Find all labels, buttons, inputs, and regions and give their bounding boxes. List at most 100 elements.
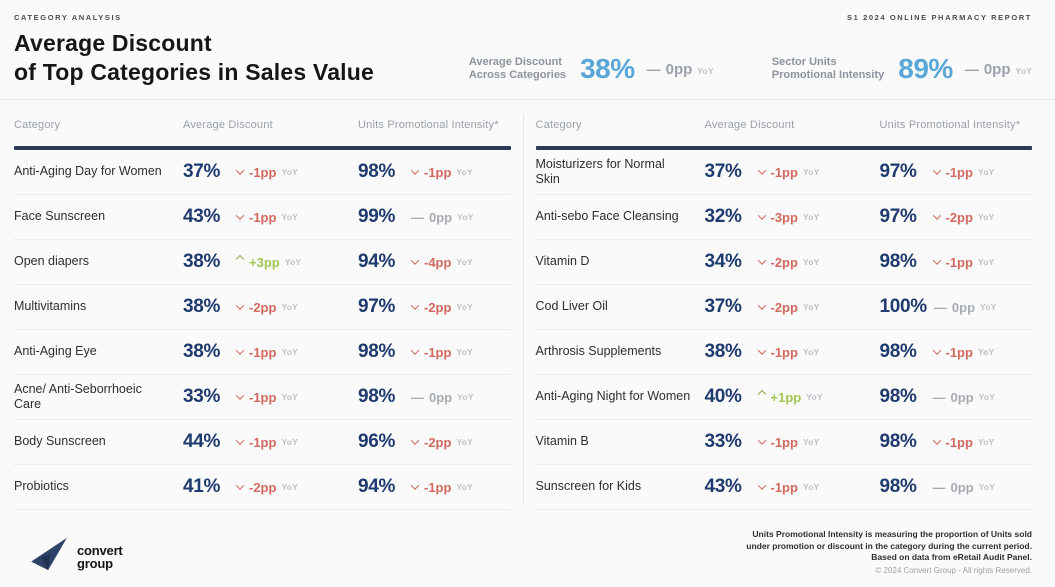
intensity-value: 98% <box>358 341 396 362</box>
category-cell: Face Sunscreen <box>14 209 106 224</box>
discount-value: 37% <box>183 161 221 182</box>
footnote-line: Based on data from eRetail Audit Panel. <box>871 552 1032 562</box>
delta-value: +3pp <box>249 254 280 270</box>
delta-badge: -1pp YoY <box>932 345 995 360</box>
table-row: Multivitamins 38% -2pp YoY 97% -2pp YoY <box>14 285 511 330</box>
delta-value: -1pp <box>249 389 277 405</box>
intensity-value: 98% <box>879 251 917 272</box>
category-cell: Anti-Aging Day for Women <box>14 164 162 179</box>
intensity-value: 98% <box>879 431 917 452</box>
yoy-label: YoY <box>281 212 298 222</box>
table-row: Open diapers 38% +3pp YoY 94% -4pp YoY <box>14 240 511 285</box>
intensity-cell: 96% -2pp YoY <box>358 431 511 453</box>
delta-badge: —0pp YoY <box>411 390 474 405</box>
kpi-average-discount: Average Discount Across Categories 38% —… <box>469 53 714 85</box>
yoy-label: YoY <box>977 347 995 357</box>
discount-value: 43% <box>704 476 742 497</box>
dash-icon: — <box>964 60 979 77</box>
delta-value: -1pp <box>770 164 798 180</box>
category-cell: Multivitamins <box>14 299 87 314</box>
table-row: Anti-Aging Night for Women 40% +1pp YoY 98… <box>535 375 1032 420</box>
delta-value: -1pp <box>424 164 452 180</box>
discount-value: 41% <box>183 476 221 497</box>
discount-cell: 43% -1pp YoY <box>705 476 880 498</box>
kpi-label-line2: Promotional Intensity <box>771 69 885 81</box>
discount-value: 37% <box>704 296 742 317</box>
delta-value: 0pp <box>951 299 976 315</box>
chevron-down-icon <box>410 256 420 265</box>
intensity-cell: 98% -1pp YoY <box>880 251 1033 273</box>
category-cell: Vitamin D <box>535 254 590 269</box>
table-header-row: Category Average Discount Units Promotio… <box>536 100 1033 146</box>
intensity-cell: 98% — 0pp YoY <box>358 386 511 408</box>
delta-badge: -2pp YoY <box>235 300 298 315</box>
report-footer: convert group Units Promotional Intensit… <box>0 521 1055 587</box>
intensity-value: 98% <box>358 386 396 407</box>
convert-group-logo: convert group <box>30 537 123 576</box>
chevron-down-icon <box>757 481 766 490</box>
yoy-label: YoY <box>802 167 820 177</box>
delta-value: 0pp <box>950 389 974 405</box>
delta-value: -2pp <box>945 209 973 225</box>
category-cell: Probiotics <box>14 479 69 494</box>
table-body: Anti-Aging Day for Women 37% -1pp YoY 98% -… <box>14 150 511 510</box>
chevron-down-icon <box>757 346 766 355</box>
yoy-label: YoY <box>456 167 473 177</box>
intensity-value: 98% <box>879 476 917 497</box>
logo-text-line2: group <box>77 555 113 571</box>
yoy-label: YoY <box>802 302 820 312</box>
delta-value: -4pp <box>424 254 452 270</box>
discount-cell: 41% -2pp YoY <box>183 476 358 498</box>
chevron-down-icon <box>235 166 245 175</box>
discount-value: 33% <box>183 386 221 407</box>
yoy-label: YoY <box>281 392 298 402</box>
col-header-intensity: Units Promotional Intensity* <box>358 119 499 131</box>
discount-cell: 37% -1pp YoY <box>183 161 358 183</box>
delta-badge: -2pp YoY <box>932 209 995 225</box>
discount-cell: 38% +3pp YoY <box>183 251 358 273</box>
intensity-value: 96% <box>358 431 396 452</box>
discount-cell: 43% -1pp YoY <box>183 206 358 228</box>
intensity-cell: 100% —0pp YoY <box>880 296 1033 318</box>
table-row: Face Sunscreen 43% -1pp YoY 99% — 0pp YoY <box>14 195 511 240</box>
kpi-label: Average Discount Across Categories <box>469 56 566 83</box>
chevron-down-icon <box>757 211 766 220</box>
kpi-value: 89% <box>898 53 953 84</box>
discount-cell: 37% -1pp YoY <box>705 161 880 183</box>
table-row: Vitamin D 34% -2pp YoY 98% -1pp YoY <box>535 240 1033 285</box>
intensity-value: 99% <box>358 206 396 227</box>
delta-badge: —0pp YoY <box>933 390 996 405</box>
table-row: Anti-Aging Day for Women 37% -1pp YoY 98% -… <box>14 150 511 195</box>
tables-divider <box>522 114 524 504</box>
chevron-up-icon <box>235 254 245 264</box>
yoy-label: YoY <box>802 212 820 222</box>
kpi-group: Average Discount Across Categories 38% —… <box>469 53 1032 99</box>
chevron-down-icon <box>410 166 420 175</box>
category-cell: Open diapers <box>14 254 90 269</box>
intensity-value: 94% <box>358 251 396 272</box>
chevron-down-icon <box>757 256 766 265</box>
dash-icon: — <box>646 60 661 77</box>
dash-icon: — <box>933 299 947 315</box>
discount-value: 44% <box>183 431 221 452</box>
discount-value: 34% <box>704 251 742 272</box>
intensity-value: 100% <box>879 296 928 317</box>
discount-cell: 38% -2pp YoY <box>183 296 358 318</box>
chevron-down-icon <box>932 436 941 445</box>
intensity-value: 97% <box>879 206 917 227</box>
intensity-value: 98% <box>879 386 917 407</box>
discount-cell: 44% -1pp YoY <box>183 431 358 453</box>
intensity-cell: 94% -4pp YoY <box>358 251 511 273</box>
delta-badge: -1pp YoY <box>757 480 820 495</box>
yoy-label: YoY <box>978 482 996 492</box>
table-row: Anti-sebo Face Cleansing 32% -3pp YoY 97% -… <box>535 195 1032 240</box>
yoy-label: YoY <box>281 347 298 357</box>
yoy-label: YoY <box>1015 65 1032 76</box>
table-row: Arthrosis Supplements 38% -1pp YoY 98% -1pp… <box>535 330 1032 375</box>
page-title: Average Discount of Top Categories in Sa… <box>14 29 374 99</box>
table-row: Vitamin B 33% -1pp YoY 98% -1pp YoY <box>535 420 1032 465</box>
table-header-row: Category Average Discount Units Promotio… <box>14 100 511 146</box>
chevron-down-icon <box>757 166 766 175</box>
table-row: Cod Liver Oil 37% -2pp YoY 100% —0pp YoY <box>535 285 1033 330</box>
